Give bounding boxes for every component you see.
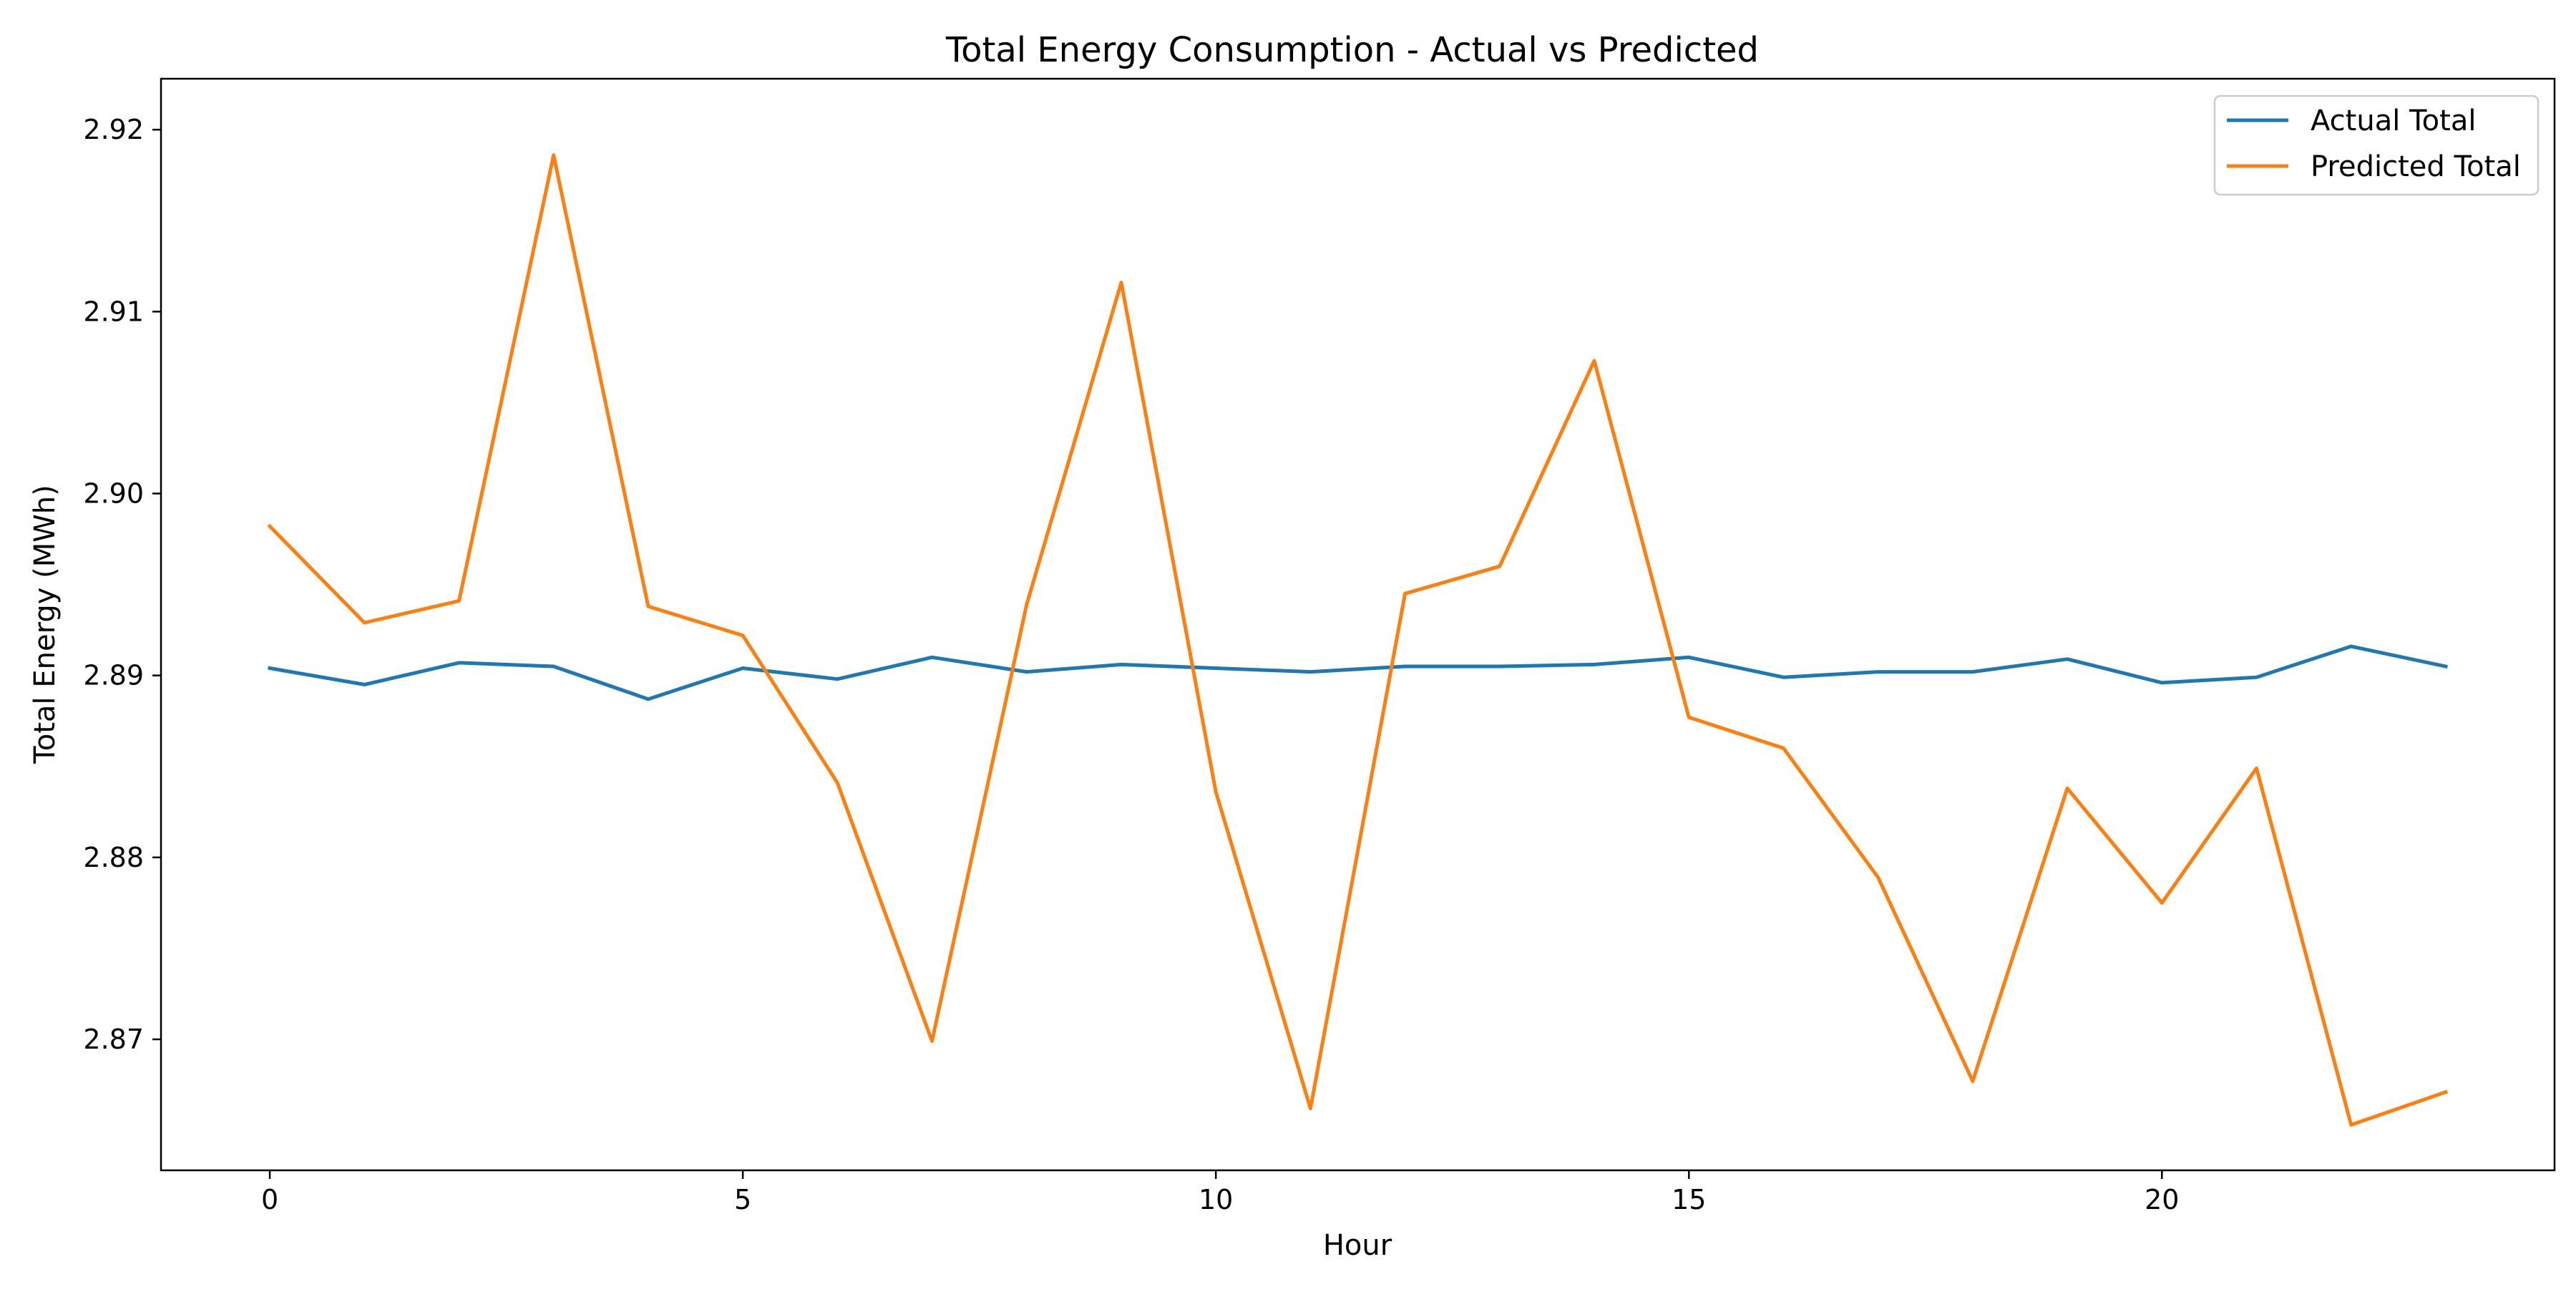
legend-label-actual: Actual Total [2311, 105, 2476, 137]
y-tick-label: 2.92 [83, 114, 144, 145]
x-tick-label: 0 [261, 1184, 278, 1215]
y-tick-label: 2.87 [83, 1024, 144, 1055]
legend: Actual Total Predicted Total [2213, 94, 2540, 196]
x-tick-label: 10 [1199, 1184, 1233, 1215]
legend-label-predicted: Predicted Total [2311, 150, 2521, 183]
x-tick-label: 5 [734, 1184, 751, 1215]
y-axis: 2.87 2.88 2.89 2.90 2.91 2.92 [83, 114, 161, 1055]
y-tick-label: 2.90 [83, 478, 144, 510]
x-tick-label: 20 [2145, 1184, 2179, 1215]
x-axis-label: Hour [1323, 1229, 1392, 1262]
plot-area-frame [160, 77, 2556, 1172]
legend-frame [2213, 94, 2540, 196]
y-tick-label: 2.89 [83, 660, 144, 691]
y-tick-label: 2.88 [83, 842, 144, 873]
series-layer [267, 153, 2449, 1127]
y-tick-label: 2.91 [83, 296, 144, 327]
x-tick-label: 15 [1672, 1184, 1706, 1215]
series-line-predicted [267, 153, 2449, 1127]
chart-title: Total Energy Consumption - Actual vs Pre… [945, 30, 1759, 70]
x-axis: 0 5 10 15 20 [261, 1170, 2179, 1215]
series-line-actual [268, 644, 2448, 701]
y-axis-label: Total Energy (MWh) [29, 485, 62, 764]
